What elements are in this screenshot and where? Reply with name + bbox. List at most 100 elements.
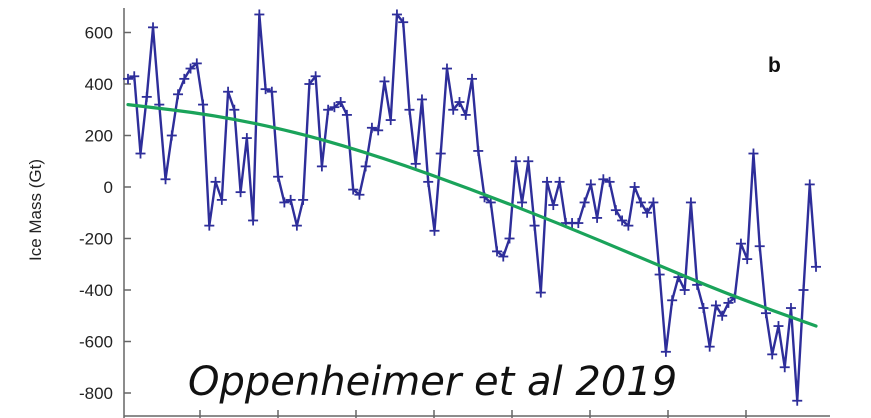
data-point-marker — [398, 17, 409, 28]
data-point-marker — [548, 200, 559, 211]
citation-annotation: Oppenheimer et al 2019 — [188, 359, 677, 405]
data-point-marker — [598, 174, 609, 185]
data-point-marker — [348, 184, 359, 195]
data-point-marker — [760, 308, 771, 319]
data-point-marker — [798, 285, 809, 295]
data-point-marker — [742, 254, 753, 265]
data-point-marker — [273, 171, 284, 182]
data-point-marker — [485, 197, 496, 208]
data-point-marker — [685, 197, 696, 208]
data-point-marker — [735, 238, 746, 249]
series-layer — [123, 9, 821, 406]
data-point-marker — [141, 91, 152, 102]
data-point-marker — [285, 194, 296, 205]
data-point-marker — [448, 104, 459, 115]
data-point-marker — [210, 176, 221, 187]
data-point-marker — [173, 89, 184, 100]
data-point-marker — [129, 71, 140, 82]
data-point-marker — [573, 218, 584, 229]
data-point-marker — [366, 122, 377, 133]
data-point-marker — [623, 220, 634, 231]
data-point-marker — [704, 341, 715, 352]
data-point-marker — [304, 79, 315, 89]
data-point-marker — [767, 349, 778, 360]
data-point-marker — [535, 287, 546, 298]
data-point-marker — [473, 145, 484, 156]
data-point-marker — [604, 176, 615, 187]
data-point-marker — [279, 197, 290, 208]
data-point-marker — [216, 194, 227, 205]
y-tick-label: -200 — [79, 230, 113, 249]
trend-line — [126, 103, 818, 328]
data-point-marker — [642, 207, 653, 218]
data-point-marker — [660, 346, 671, 357]
data-point-marker — [123, 73, 133, 84]
data-point-marker — [354, 189, 365, 200]
data-point-marker — [648, 197, 659, 208]
data-point-marker — [610, 205, 621, 216]
data-point-marker — [667, 295, 678, 306]
y-tick-label: 400 — [85, 75, 113, 94]
data-point-marker — [166, 130, 177, 141]
y-axis-ticks: 600 400 200 0 -200 -400 -600 -800 — [79, 24, 131, 403]
data-point-marker — [410, 158, 421, 169]
data-point-marker — [510, 156, 521, 167]
data-point-marker — [723, 297, 734, 308]
data-point-marker — [717, 310, 728, 321]
data-point-marker — [323, 104, 334, 115]
data-point-marker — [498, 251, 509, 262]
y-tick-label: 600 — [85, 24, 113, 43]
data-point-marker — [585, 179, 596, 190]
data-point-marker — [379, 76, 390, 87]
data-point-marker — [316, 161, 327, 172]
data-point-marker — [310, 71, 321, 82]
data-point-marker — [779, 362, 790, 373]
data-point-marker — [617, 215, 628, 226]
data-point-marker — [248, 215, 259, 226]
data-point-marker — [679, 285, 690, 295]
data-point-marker — [235, 187, 246, 198]
data-point-marker — [454, 97, 465, 108]
data-point-marker — [254, 9, 265, 20]
data-point-marker — [160, 174, 171, 185]
data-point-marker — [260, 84, 271, 95]
data-point-marker — [460, 109, 471, 120]
data-point-marker — [416, 94, 427, 105]
y-tick-label: -600 — [79, 333, 113, 352]
data-point-marker — [185, 63, 196, 74]
data-point-marker — [523, 156, 534, 167]
data-point-marker — [542, 176, 553, 187]
data-point-marker — [467, 73, 477, 84]
chart-axes — [123, 8, 830, 418]
data-point-marker — [335, 97, 346, 108]
data-point-marker — [554, 176, 565, 187]
data-point-marker — [179, 73, 190, 84]
data-point-marker — [329, 102, 340, 113]
data-point-marker — [135, 148, 146, 159]
panel-label: b — [768, 54, 781, 77]
data-point-marker — [517, 197, 528, 208]
data-point-marker — [435, 148, 446, 159]
ice-mass-series-line — [127, 13, 818, 402]
data-point-marker — [198, 99, 209, 110]
data-point-marker — [241, 133, 252, 144]
data-point-marker — [504, 233, 515, 244]
y-tick-label: 200 — [85, 127, 113, 146]
data-point-marker — [710, 300, 721, 311]
data-point-marker — [360, 161, 371, 172]
y-tick-label: -800 — [79, 384, 113, 403]
data-point-marker — [298, 194, 309, 205]
data-point-marker — [391, 9, 402, 20]
data-point-marker — [792, 395, 803, 406]
data-point-marker — [529, 220, 540, 231]
y-tick-label: -400 — [79, 281, 113, 300]
data-point-marker — [404, 104, 415, 115]
data-point-marker — [635, 197, 646, 208]
data-point-marker — [629, 182, 640, 192]
data-point-marker — [579, 197, 590, 208]
data-point-marker — [423, 176, 434, 187]
y-axis-label: Ice Mass (Gt) — [26, 159, 45, 261]
y-tick-label: 0 — [104, 178, 113, 197]
data-point-marker — [266, 86, 277, 97]
